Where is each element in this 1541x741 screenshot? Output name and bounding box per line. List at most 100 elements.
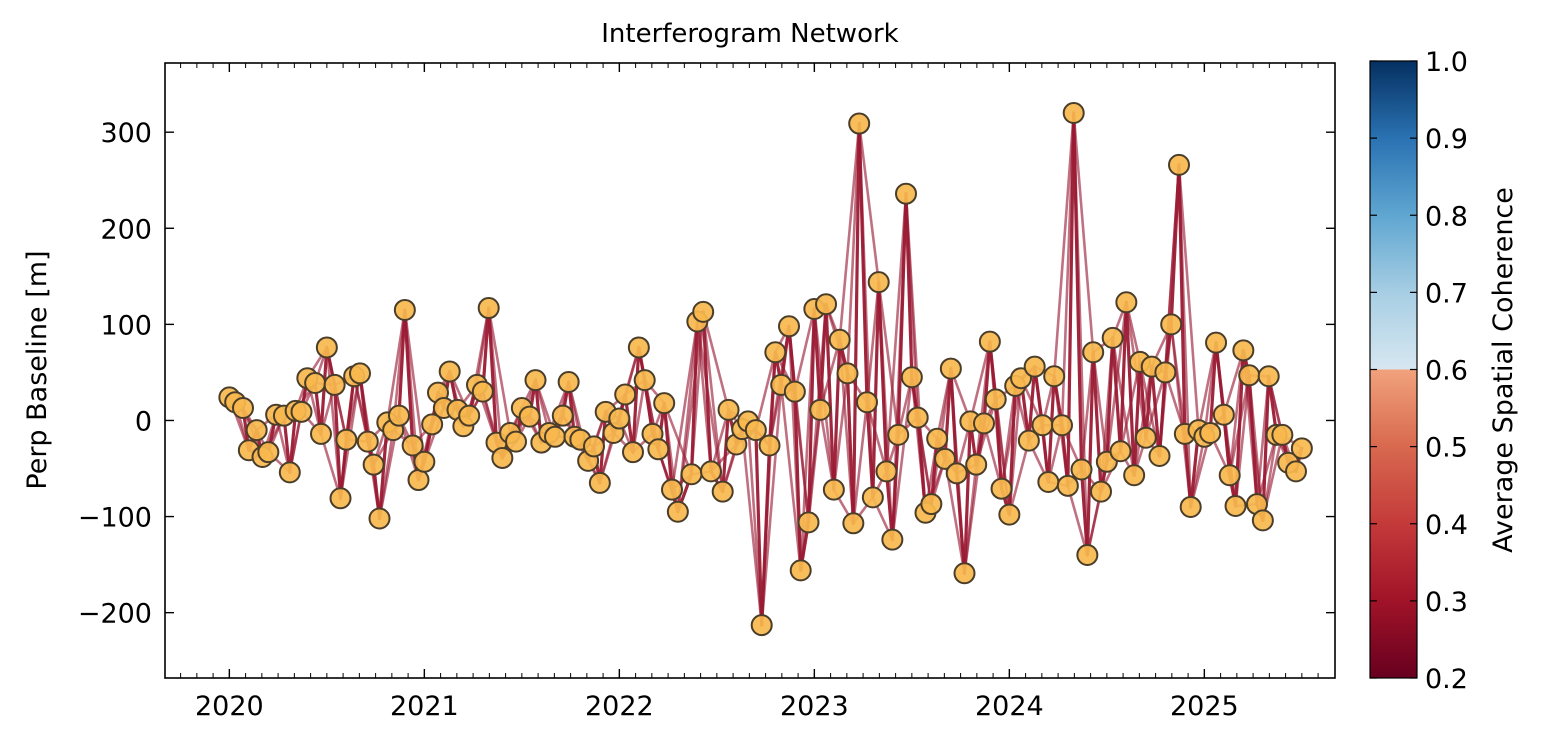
acquisition-point xyxy=(290,400,313,423)
interferogram-edge xyxy=(838,122,861,342)
interferogram-edge xyxy=(397,308,407,418)
acquisition-point xyxy=(934,447,956,470)
interferogram-edge xyxy=(1138,360,1148,440)
acquisition-point xyxy=(245,419,268,442)
acquisition-point xyxy=(965,453,988,476)
interferogram-edge xyxy=(1124,300,1136,477)
acquisition-point xyxy=(335,428,358,451)
interferogram-edge xyxy=(824,302,836,492)
acquisition-point xyxy=(349,362,371,385)
acquisition-point xyxy=(1082,341,1105,364)
interferogram-edge xyxy=(1222,349,1245,417)
acquisition-point xyxy=(906,406,929,429)
interferogram-edge xyxy=(818,302,828,412)
acquisition-point xyxy=(1205,331,1228,354)
acquisition-point xyxy=(1271,423,1294,446)
acquisition-point xyxy=(920,493,943,516)
acquisition-point xyxy=(758,434,781,457)
acquisition-point xyxy=(881,528,904,551)
interferogram-edge xyxy=(982,422,1003,490)
interferogram-edge xyxy=(1208,341,1218,435)
interferogram-edge xyxy=(955,471,967,575)
acquisition-point xyxy=(978,330,1001,353)
acquisition-point xyxy=(764,341,787,364)
interferogram-edge xyxy=(1111,336,1123,453)
acquisition-point xyxy=(1076,544,1099,566)
acquisition-point xyxy=(388,404,410,427)
acquisition-point xyxy=(875,460,898,483)
interferogram-edge xyxy=(487,306,512,435)
acquisition-point xyxy=(1290,437,1313,460)
interferogram-edge xyxy=(319,432,342,500)
acquisition-point xyxy=(491,446,514,469)
chart-title: Interferogram Network xyxy=(601,19,898,49)
acquisition-point xyxy=(1160,313,1183,336)
acquisition-point xyxy=(1212,403,1235,426)
interferogram-edge xyxy=(793,390,810,524)
interferogram-edge xyxy=(1144,365,1154,440)
x-tick-label: 2025 xyxy=(1170,691,1239,722)
interferogram-edge xyxy=(832,338,842,492)
acquisition-point xyxy=(329,487,352,510)
acquisition-point xyxy=(661,478,683,501)
acquisition-point xyxy=(583,435,605,458)
acquisition-point xyxy=(477,297,500,320)
interferogram-edge xyxy=(1072,111,1095,354)
acquisition-point xyxy=(700,460,722,483)
x-axis-ticks: 2020 2021 2022 2023 2024 2025 xyxy=(180,63,1319,722)
colorbar-tick-label: 0.2 xyxy=(1425,664,1468,695)
x-tick-label: 2020 xyxy=(195,691,264,722)
interferogram-edge xyxy=(832,372,849,491)
acquisition-point xyxy=(1224,494,1247,517)
acquisition-point xyxy=(895,182,917,205)
interferogram-edge xyxy=(1118,300,1128,453)
interferogram-edge xyxy=(891,375,914,541)
plot-frame xyxy=(164,62,1336,679)
acquisition-point xyxy=(861,486,884,509)
acquisition-point xyxy=(304,371,327,394)
acquisition-point xyxy=(310,422,332,445)
acquisition-point xyxy=(809,398,832,421)
acquisition-point xyxy=(836,362,859,385)
acquisition-point xyxy=(505,430,527,453)
acquisition-point xyxy=(356,430,379,453)
acquisition-point xyxy=(1154,361,1177,384)
acquisition-point xyxy=(945,462,968,485)
acquisition-point xyxy=(744,419,767,442)
acquisition-point xyxy=(984,388,1007,411)
acquisition-point xyxy=(815,293,838,316)
acquisition-point xyxy=(471,380,494,403)
colorbar-tick-label: 1.0 xyxy=(1425,47,1468,78)
interferogram-edge xyxy=(767,350,777,448)
x-tick-label: 2023 xyxy=(780,691,849,722)
acquisition-point xyxy=(633,369,656,392)
acquisition-point xyxy=(1238,364,1261,387)
acquisition-point xyxy=(257,441,280,464)
interferogram-edge xyxy=(1072,111,1089,557)
acquisition-point xyxy=(362,453,385,476)
acquisition-point xyxy=(953,562,976,585)
interferogram-edge xyxy=(631,345,641,454)
acquisition-point xyxy=(315,336,338,359)
acquisition-point xyxy=(1123,464,1146,487)
acquisition-point xyxy=(1148,445,1171,468)
y-tick-label: −200 xyxy=(78,599,152,630)
acquisition-point xyxy=(856,391,878,414)
colorbar-tick-label: 0.5 xyxy=(1425,433,1468,464)
interferogram-edge xyxy=(865,400,888,473)
interferogram-edge xyxy=(962,419,972,575)
acquisition-point xyxy=(1051,414,1073,437)
acquisition-point xyxy=(278,461,301,484)
colorbar-tick-label: 0.7 xyxy=(1425,278,1468,309)
acquisition-point xyxy=(647,438,670,461)
acquisition-point xyxy=(368,507,391,530)
interferogram-edge xyxy=(1066,484,1089,557)
acquisition-point xyxy=(1090,480,1112,503)
acquisition-point xyxy=(900,366,923,389)
interferogram-edge xyxy=(1132,360,1142,477)
acquisition-point xyxy=(1101,326,1124,349)
interferogram-edge xyxy=(884,469,894,542)
interferogram-edge xyxy=(871,280,881,499)
acquisition-point xyxy=(783,380,806,403)
